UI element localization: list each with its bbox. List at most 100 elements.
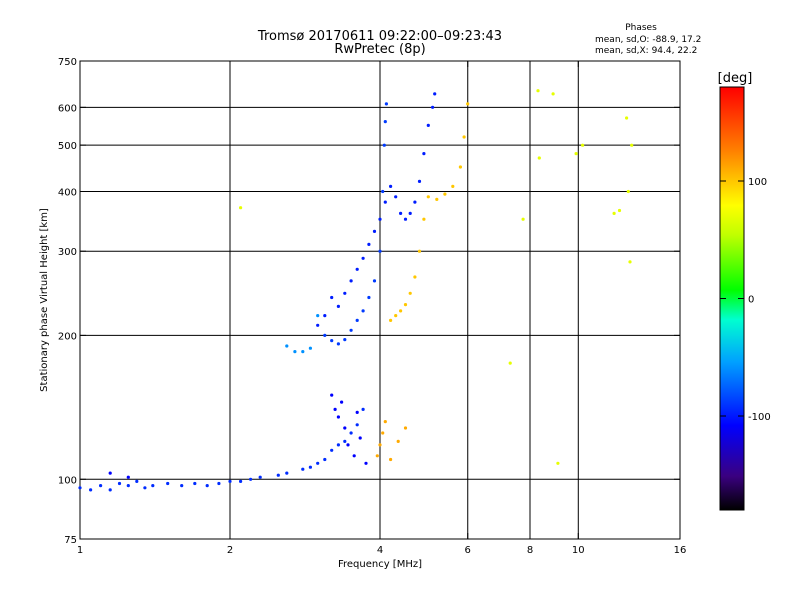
data-point	[108, 488, 112, 492]
data-point	[361, 407, 365, 411]
data-point	[336, 443, 340, 447]
x-tick-label: 4	[377, 545, 383, 556]
data-point	[285, 471, 289, 475]
data-point	[301, 467, 305, 471]
data-point	[408, 291, 412, 295]
grid-lines	[80, 61, 680, 539]
data-point	[358, 436, 362, 440]
data-point	[205, 484, 209, 488]
data-point	[458, 165, 462, 169]
data-point	[330, 295, 334, 300]
data-point	[78, 486, 82, 490]
colorbar-tick-label: 100	[748, 177, 767, 188]
data-point	[151, 484, 155, 488]
data-point	[340, 400, 344, 404]
data-point	[381, 189, 385, 194]
data-point	[349, 279, 353, 283]
data-point	[537, 156, 541, 160]
data-point	[285, 344, 289, 348]
y-tick-label: 400	[58, 187, 77, 198]
x-axis-label: Frequency [MHz]	[338, 559, 422, 570]
data-point	[443, 192, 447, 196]
data-point	[628, 260, 632, 264]
data-point	[355, 318, 359, 322]
data-point	[193, 481, 197, 486]
data-point	[556, 461, 560, 465]
data-point	[343, 426, 347, 430]
data-point	[574, 152, 578, 156]
data-point	[435, 197, 439, 201]
data-point	[308, 346, 312, 350]
y-tick-label: 600	[58, 103, 77, 114]
data-point	[378, 217, 382, 221]
data-point	[364, 461, 368, 465]
y-tick-label: 100	[58, 475, 77, 486]
x-tick-label: 10	[572, 545, 585, 556]
colorbar-label: [deg]	[718, 71, 753, 86]
data-point	[399, 309, 403, 313]
data-point	[394, 314, 398, 318]
data-point	[89, 488, 93, 492]
y-tick-label: 750	[58, 57, 77, 68]
data-point	[466, 102, 470, 106]
x-tick-label: 6	[465, 545, 471, 556]
data-point	[625, 116, 629, 120]
data-point	[126, 484, 130, 488]
data-point	[323, 314, 327, 318]
data-point	[521, 217, 525, 221]
data-point	[301, 350, 305, 354]
y-tick-label: 500	[58, 141, 77, 152]
data-point	[403, 217, 408, 221]
colorbar-ticks: 100 0 -100	[720, 177, 771, 423]
data-point	[316, 461, 320, 465]
data-point	[382, 143, 386, 147]
data-point	[383, 200, 387, 204]
phases-x-stats: mean, sd,X: 94.4, 22.2	[595, 46, 697, 56]
data-point	[384, 102, 388, 106]
data-point	[228, 479, 232, 483]
colorbar-tick-label: -100	[748, 412, 771, 423]
y-axis-label: Stationary phase Virtual Height [km]	[39, 208, 50, 392]
data-point	[293, 350, 297, 354]
data-point	[422, 152, 426, 156]
data-point	[394, 195, 398, 199]
data-point	[508, 361, 512, 365]
data-point	[336, 342, 340, 346]
data-point	[239, 479, 243, 483]
data-point	[383, 420, 387, 424]
data-point	[451, 184, 455, 188]
data-point	[355, 423, 359, 427]
data-point	[316, 314, 320, 318]
data-point	[143, 486, 147, 490]
data-point	[352, 454, 356, 458]
data-point	[381, 431, 385, 435]
data-point	[431, 105, 435, 109]
data-point	[375, 454, 379, 458]
data-point	[258, 475, 262, 479]
data-point	[612, 211, 616, 215]
data-point	[462, 135, 466, 139]
y-tick-label: 200	[58, 331, 77, 342]
phases-o-stats: mean, sd,O: -88.9, 17.2	[595, 35, 701, 45]
data-point	[316, 323, 320, 327]
data-point	[349, 328, 353, 332]
data-point	[383, 120, 387, 124]
data-point	[372, 279, 377, 283]
data-point	[389, 318, 393, 322]
data-point	[249, 477, 253, 481]
y-tick-label: 75	[64, 535, 77, 546]
data-point	[422, 217, 426, 221]
data-point	[166, 481, 170, 486]
data-point	[135, 479, 139, 483]
data-point	[426, 123, 430, 127]
data-point	[617, 208, 622, 213]
data-point	[308, 465, 312, 469]
data-point	[396, 439, 400, 443]
data-point	[551, 92, 555, 96]
data-point	[217, 481, 221, 486]
data-point	[399, 211, 403, 215]
y-tick-label: 300	[58, 247, 77, 258]
data-point	[330, 448, 334, 452]
data-point	[417, 249, 422, 253]
data-point	[413, 200, 417, 204]
